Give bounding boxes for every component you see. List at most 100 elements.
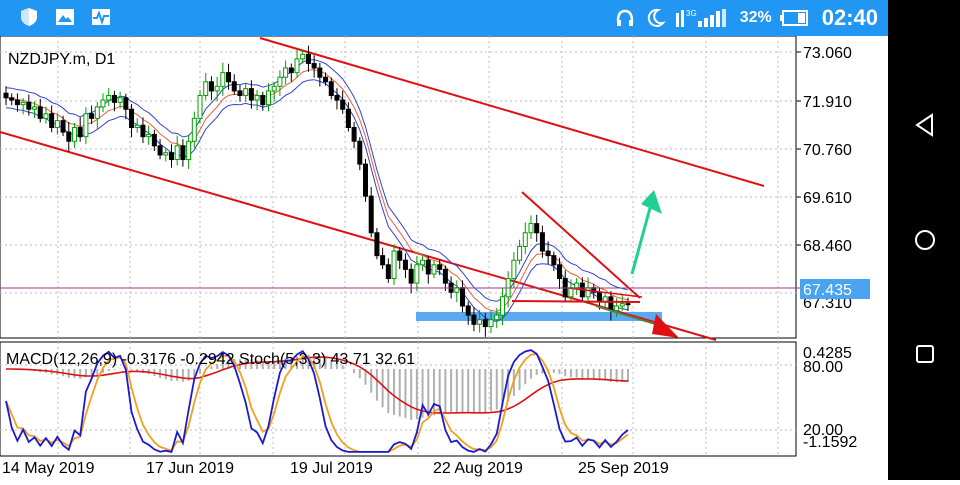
candle-bullish	[420, 259, 426, 266]
chart-area[interactable]: 73.060 71.910 70.760 69.610 68.460 67.31…	[0, 35, 888, 480]
candle-bearish	[305, 53, 311, 64]
recents-button[interactable]	[912, 341, 938, 367]
candle-bearish	[539, 232, 545, 252]
candle-bullish	[191, 117, 197, 142]
candle-bullish	[517, 245, 523, 261]
chart-title: NZDJPY.m, D1	[8, 51, 115, 68]
support-zone	[416, 312, 662, 321]
date-axis: 14 May 2019 17 Jun 2019 19 Jul 2019 22 A…	[2, 460, 669, 477]
candle-bullish	[391, 250, 397, 280]
date-label: 14 May 2019	[2, 460, 95, 477]
candle-bullish	[220, 72, 226, 87]
candle-bullish	[43, 113, 49, 119]
candle-bullish	[106, 94, 112, 101]
candle-bearish	[311, 62, 317, 69]
macd-signal-line	[6, 356, 629, 414]
candle-bearish	[208, 81, 214, 92]
shield-icon	[21, 8, 37, 26]
moon-icon	[647, 8, 666, 27]
candle-bullish	[100, 99, 106, 108]
candle-bullish	[283, 67, 289, 78]
candle-bearish	[625, 303, 631, 306]
candle-bullish	[146, 133, 152, 138]
candle-bearish	[402, 259, 408, 270]
candle-bullish	[488, 319, 494, 328]
candle-bearish	[168, 152, 174, 161]
battery-percent: 32%	[739, 9, 772, 26]
price-label: 69.610	[803, 190, 852, 207]
candle-bearish	[49, 113, 55, 129]
candle-bearish	[328, 81, 334, 96]
candle-bullish	[254, 94, 260, 101]
candle-bearish	[437, 264, 443, 270]
stochastic-signal-line	[5, 353, 629, 453]
candle-bearish	[89, 113, 95, 119]
stochastic-main-line	[5, 349, 629, 453]
candle-bearish	[345, 108, 351, 129]
candle-bullish	[294, 58, 300, 74]
wedge-support-line	[511, 300, 641, 303]
candle-bearish	[26, 101, 32, 110]
back-button[interactable]	[912, 112, 938, 138]
candle-bullish	[271, 85, 277, 92]
candle-bearish	[77, 127, 83, 138]
candle-bullish	[214, 85, 220, 92]
headphones-icon	[616, 9, 633, 26]
candle-bullish	[277, 76, 283, 87]
candle-bearish	[442, 268, 448, 284]
price-label: 68.460	[803, 238, 852, 255]
home-button[interactable]	[912, 227, 938, 253]
candle-bearish	[351, 127, 357, 142]
moving-average-blue-lower	[5, 79, 629, 323]
home-icon	[915, 230, 935, 250]
candle-bullish	[494, 314, 500, 321]
candle-bullish	[134, 124, 140, 129]
current-price-label: 67.435	[803, 282, 852, 299]
candle-bearish	[66, 131, 72, 142]
candle-bearish	[140, 124, 146, 138]
candle-bearish	[129, 108, 135, 129]
candle-bearish	[374, 232, 380, 257]
candle-bullish	[477, 319, 483, 325]
candle-bullish	[117, 97, 123, 103]
candle-bullish	[511, 259, 517, 280]
candle-bearish	[534, 223, 540, 234]
navigation-bar	[888, 0, 960, 480]
candle-bearish	[460, 287, 466, 307]
candle-bearish	[260, 94, 266, 106]
candle-bullish	[71, 127, 77, 142]
candle-bullish	[54, 120, 60, 129]
candle-bearish	[363, 163, 369, 197]
candle-bullish	[574, 282, 580, 289]
indicator-scale-label: 20.00	[803, 422, 843, 439]
moving-average-red	[5, 69, 629, 313]
candle-bearish	[482, 319, 488, 328]
indicator-scale-label: -1.1592	[803, 434, 857, 451]
candle-bearish	[37, 106, 43, 119]
wedge-inner-line	[567, 287, 643, 298]
candle-bearish	[340, 99, 346, 110]
candle-bullish	[243, 88, 249, 96]
candle-bearish	[14, 99, 20, 106]
candle-bullish	[300, 53, 306, 60]
candle-bullish	[163, 152, 169, 156]
candle-bullish	[585, 287, 591, 298]
candle-bearish	[151, 133, 157, 147]
candle-bullish	[197, 94, 203, 119]
candle-bullish	[414, 264, 420, 284]
candle-bullish	[203, 81, 209, 96]
price-label: 73.060	[803, 45, 852, 62]
wedge-resistance-line	[521, 191, 641, 299]
candle-bearish	[357, 140, 363, 165]
candle-bearish	[425, 259, 431, 275]
candle-bullish	[431, 264, 437, 275]
candle-bearish	[123, 97, 129, 110]
candle-bearish	[557, 264, 563, 280]
candle-bearish	[471, 314, 477, 325]
candle-bearish	[226, 72, 232, 83]
date-label: 17 Jun 2019	[146, 460, 234, 477]
channel-upper-line	[259, 37, 765, 187]
candle-bearish	[408, 268, 414, 284]
indicator-scale-label: 0.4285	[803, 345, 852, 362]
candle-bearish	[608, 296, 614, 312]
